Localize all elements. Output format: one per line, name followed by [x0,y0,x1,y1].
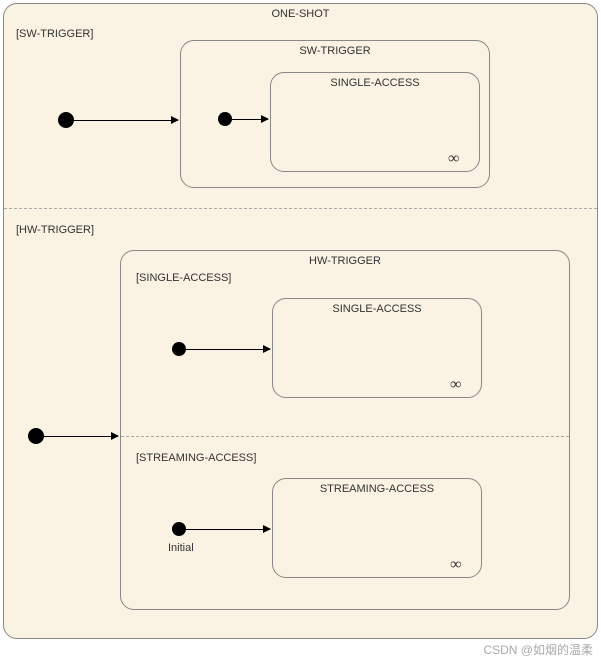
root-sw-initial [58,112,74,128]
streaming-access-region-label: [STREAMING-ACCESS] [136,452,256,464]
arrow [44,436,118,437]
arrow [186,349,270,350]
sw-single-access-title: SINGLE-ACCESS [271,77,479,89]
hw-single-initial [172,342,186,356]
hw-trigger-region-label: [HW-TRIGGER] [16,224,94,236]
arrow [74,120,178,121]
hw-trigger-title: HW-TRIGGER [121,255,569,267]
sw-initial [218,112,232,126]
sw-trigger-region-label: [SW-TRIGGER] [16,28,93,40]
infinity-icon: ∞ [448,150,457,168]
arrow [232,119,268,120]
initial-label: Initial [168,542,194,554]
hw-single-access-title: SINGLE-ACCESS [273,303,481,315]
hw-streaming-initial [172,522,186,536]
region-separator [4,208,597,209]
arrow [186,529,270,530]
canvas: ONE-SHOT [SW-TRIGGER] SW-TRIGGER SINGLE-… [0,0,601,662]
infinity-icon: ∞ [450,556,459,574]
root-hw-initial [28,428,44,444]
sw-trigger-title: SW-TRIGGER [181,45,489,57]
single-access-region-label: [SINGLE-ACCESS] [136,272,231,284]
watermark: CSDN @如烟的温柔 [483,641,593,658]
root-title: ONE-SHOT [4,8,597,20]
sub-region-separator [121,436,569,437]
infinity-icon: ∞ [450,376,459,394]
hw-streaming-access-title: STREAMING-ACCESS [273,483,481,495]
